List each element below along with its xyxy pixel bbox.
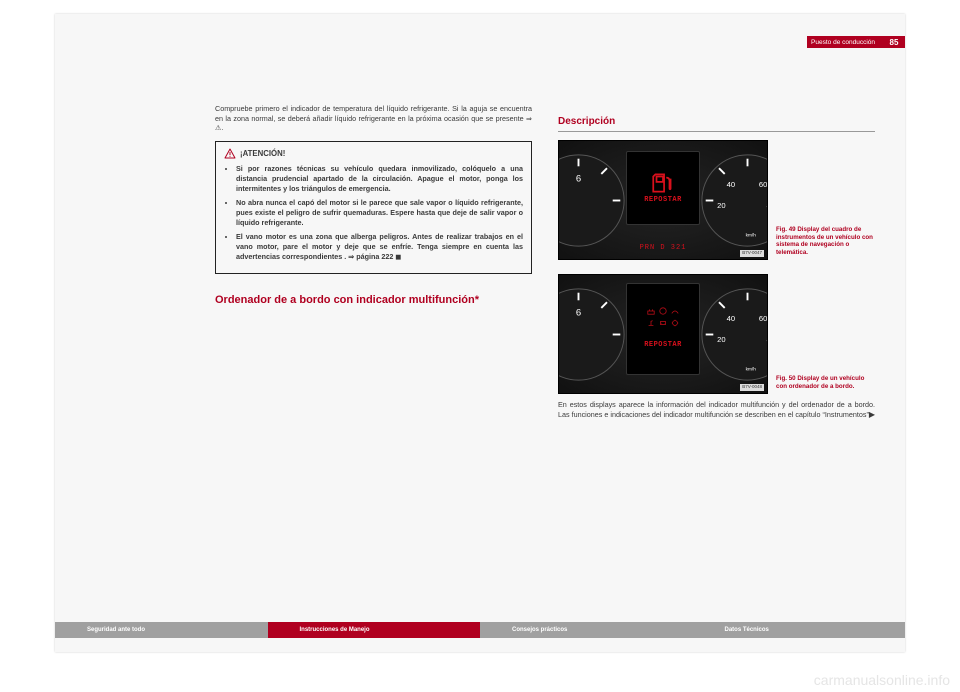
intro-paragraph: Compruebe primero el indicador de temper…	[215, 104, 532, 133]
svg-text:40: 40	[727, 180, 735, 189]
figure-50-caption: Fig. 50 Display de un vehículo con orden…	[776, 375, 876, 390]
footer-tab-driving: Instrucciones de Manejo	[268, 622, 481, 638]
warning-icons-row	[647, 307, 679, 315]
header-tab: Puesto de conducción 85	[807, 36, 905, 48]
display-text: REPOSTAR	[644, 196, 682, 205]
figure-49: 6 40 60 20 80 km/h REPOSTAR	[558, 140, 875, 260]
tachometer-dial: 6	[558, 153, 626, 248]
warning-icon	[224, 148, 236, 160]
manual-page: Puesto de conducción 85 Compruebe primer…	[55, 14, 905, 652]
closing-text: En estos displays aparece la información…	[558, 400, 875, 419]
figure-50-image: 6 40 60 20 80 km/h	[558, 274, 768, 394]
svg-text:6: 6	[576, 174, 581, 185]
footer-tab-safety: Seguridad ante todo	[55, 622, 268, 638]
svg-text:80: 80	[767, 201, 769, 210]
section-label: Puesto de conducción	[807, 39, 883, 46]
figure-49-image: 6 40 60 20 80 km/h REPOSTAR	[558, 140, 768, 260]
svg-text:60: 60	[759, 314, 767, 323]
speedometer-dial: 40 60 20 80 km/h	[700, 287, 768, 382]
svg-text:6: 6	[576, 308, 581, 319]
gear-indicator: PRN D 321	[626, 244, 700, 253]
svg-text:80: 80	[767, 335, 769, 344]
speedometer-dial: 40 60 20 80 km/h	[700, 153, 768, 248]
description-heading: Descripción	[558, 116, 875, 132]
svg-text:60: 60	[759, 180, 767, 189]
image-code: B7V-0047	[740, 250, 764, 257]
svg-text:km/h: km/h	[746, 367, 757, 373]
warning-item: No abra nunca el capó del motor si le pa…	[236, 198, 523, 227]
center-display: REPOSTAR	[626, 151, 700, 225]
subheading: Ordenador de a bordo con indicador multi…	[215, 294, 532, 307]
footer-tab-tips: Consejos prácticos	[480, 622, 693, 638]
footer-tabs: Seguridad ante todo Instrucciones de Man…	[55, 622, 905, 638]
watermark: carmanualsonline.info	[814, 672, 950, 688]
warning-icons-row: + -	[647, 319, 679, 327]
warning-title: ¡ATENCIÓN!	[240, 149, 285, 160]
figure-50: 6 40 60 20 80 km/h	[558, 274, 875, 394]
tachometer-dial: 6	[558, 287, 626, 382]
image-code: B7V-0048	[740, 384, 764, 391]
fuel-pump-icon	[650, 170, 676, 196]
display-text: REPOSTAR	[644, 341, 682, 350]
svg-text:40: 40	[727, 314, 735, 323]
warning-item: El vano motor es una zona que alberga pe…	[236, 232, 523, 261]
page-number: 85	[883, 38, 905, 47]
svg-text:20: 20	[717, 335, 725, 344]
warning-box: ¡ATENCIÓN! Si por razones técnicas su ve…	[215, 141, 532, 273]
svg-text:+ -: + -	[661, 322, 666, 325]
continue-arrow-icon: ▶	[869, 410, 875, 421]
svg-text:km/h: km/h	[746, 233, 757, 239]
right-column: Descripción 6 40 60 20 80 km/h	[558, 104, 875, 602]
footer-tab-tech: Datos Técnicos	[693, 622, 906, 638]
warning-item: Si por razones técnicas su vehículo qued…	[236, 164, 523, 193]
center-display: + - REPOSTAR	[626, 283, 700, 375]
figure-49-caption: Fig. 49 Display del cuadro de instrument…	[776, 226, 876, 256]
left-column: Compruebe primero el indicador de temper…	[215, 104, 532, 602]
svg-text:20: 20	[717, 201, 725, 210]
closing-paragraph: En estos displays aparece la información…	[558, 400, 875, 419]
